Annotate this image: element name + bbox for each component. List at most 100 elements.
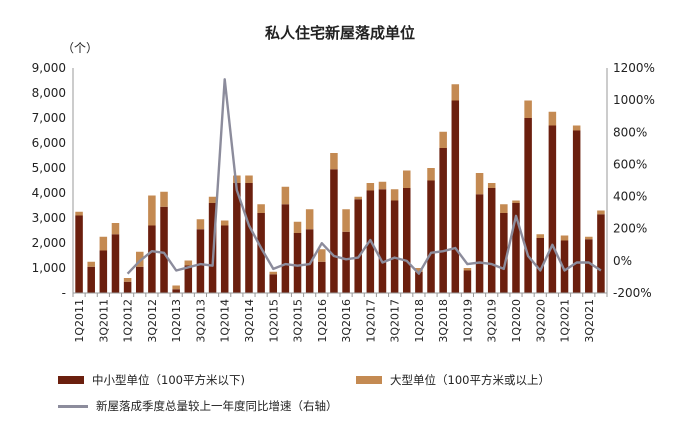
bar-small-4Q2019: [500, 213, 508, 293]
x-tick-label: 1Q2020: [510, 299, 523, 343]
growth-line: [126, 78, 602, 275]
y2-tick-label: 400%: [613, 190, 647, 204]
bar-large-4Q2013: [208, 196, 217, 203]
x-tick-label: 3Q2014: [243, 299, 256, 343]
bar-large-4Q2016: [354, 196, 362, 200]
bar-small-3Q2018: [439, 148, 447, 293]
bar-large-3Q2014: [245, 175, 253, 183]
bar-small-3Q2014: [245, 183, 253, 293]
bar-small-3Q2020: [536, 238, 545, 293]
bar-large-3Q2013: [196, 219, 205, 230]
bar-large-4Q2012: [160, 191, 168, 207]
bar-small-1Q2015: [269, 274, 278, 293]
y2-tick-label: 200%: [613, 222, 647, 236]
bar-large-2Q2014: [233, 175, 241, 183]
bar-large-3Q2016: [342, 209, 350, 232]
bar-small-2Q2017: [378, 189, 387, 293]
bar-large-4Q2021: [597, 210, 605, 215]
bar-large-2Q2013: [184, 260, 193, 266]
bar-small-4Q2014: [257, 213, 265, 293]
bar-small-4Q2011: [111, 234, 120, 293]
bar-large-3Q2021: [585, 236, 593, 240]
bar-large-4Q2014: [257, 204, 265, 213]
y2-tick-label: 0%: [613, 254, 632, 268]
bar-large-1Q2017: [366, 183, 375, 191]
y-tick-label: 3,000: [32, 211, 66, 225]
y-tick-label: 9,000: [32, 61, 66, 75]
x-tick-label: 1Q2015: [267, 299, 280, 343]
x-tick-label: 3Q2013: [194, 299, 207, 343]
bar-small-3Q2012: [148, 225, 156, 293]
y2-tick-labels: -200% 0% 200% 400% 600% 800% 1000% 1200%: [613, 61, 655, 300]
legend-swatch-line: [58, 404, 88, 408]
bar-large-2Q2017: [378, 181, 387, 190]
bar-small-1Q2016: [318, 261, 326, 293]
bar-small-2Q2021: [572, 130, 581, 293]
bar-small-2Q2016: [330, 169, 338, 293]
bar-small-3Q2015: [293, 233, 302, 293]
x-tick-label: 3Q2015: [292, 299, 305, 343]
y-tick-label: 4,000: [32, 186, 66, 200]
bar-small-2Q2018: [427, 180, 435, 293]
y-tick-label: -: [62, 286, 66, 300]
bar-large-4Q2019: [500, 204, 508, 213]
y2-tick-label: 1200%: [613, 61, 655, 75]
bar-large-3Q2018: [439, 131, 447, 148]
y2-tick-label: 800%: [613, 125, 647, 139]
x-tick-label: 1Q2016: [316, 299, 329, 343]
x-tick-label: 1Q2012: [122, 299, 135, 343]
bar-small-3Q2013: [196, 229, 205, 293]
legend-small-units: 中小型单位（100平方米以下): [58, 372, 245, 388]
bar-small-2Q2020: [524, 118, 532, 293]
x-tick-label: 3Q2012: [146, 299, 159, 343]
x-tick-label: 1Q2019: [461, 299, 474, 343]
x-tick-label: 3Q2020: [534, 299, 547, 343]
bar-small-1Q2011: [75, 215, 83, 293]
bar-small-2Q2013: [184, 265, 193, 293]
bar-small-1Q2019: [463, 270, 472, 293]
x-tick-label: 1Q2014: [219, 299, 232, 343]
bar-large-4Q2011: [111, 223, 120, 235]
bar-large-1Q2021: [560, 235, 569, 241]
legend-swatch-small: [58, 376, 84, 384]
x-tick-label: 3Q2011: [97, 299, 110, 343]
bar-small-4Q2012: [160, 206, 168, 293]
y-tick-label: 7,000: [32, 111, 66, 125]
x-tick-label: 1Q2017: [364, 299, 377, 343]
legend-label-large: 大型单位（100平方米或以上）: [390, 373, 550, 387]
bar-small-2Q2014: [233, 183, 241, 293]
bar-small-1Q2020: [512, 203, 520, 293]
bar-large-4Q2020: [548, 111, 557, 126]
bar-small-2Q2012: [135, 266, 144, 293]
bar-large-2Q2015: [281, 186, 290, 205]
y-tick-label: 2,000: [32, 236, 66, 250]
x-tick-label: 3Q2019: [486, 299, 499, 343]
x-tick-label: 3Q2021: [583, 299, 596, 343]
bar-small-3Q2019: [487, 188, 496, 293]
bar-small-4Q2017: [402, 188, 411, 293]
x-tick-label: 1Q2013: [170, 299, 183, 343]
y-tick-label: 1,000: [32, 261, 66, 275]
bar-small-1Q2021: [560, 240, 569, 293]
y-tick-label: 5,000: [32, 161, 66, 175]
x-tick-label: 1Q2018: [413, 299, 426, 343]
x-tick-label: 1Q2021: [559, 299, 572, 343]
y-tick-label: 6,000: [32, 136, 66, 150]
y-axis-unit: （个）: [62, 41, 98, 55]
bar-small-2Q2011: [87, 266, 95, 293]
x-tick-labels: 1Q2011 3Q2011 1Q2012 3Q2012 1Q2013 3Q2013 1Q20…: [73, 299, 596, 343]
bar-small-3Q2011: [99, 250, 108, 293]
bar-large-3Q2019: [487, 183, 496, 188]
bar-large-1Q2012: [123, 278, 132, 282]
bar-large-2Q2011: [87, 261, 95, 267]
bar-large-1Q2014: [220, 220, 229, 226]
bar-small-1Q2012: [123, 281, 132, 293]
y2-tick-label: 1000%: [613, 93, 655, 107]
bar-large-3Q2015: [293, 221, 302, 233]
bars-layer: [75, 84, 605, 293]
bar-large-1Q2016: [318, 249, 326, 262]
bar-small-3Q2016: [342, 231, 350, 293]
bar-large-2Q2012: [135, 251, 144, 267]
bar-small-4Q2021: [597, 214, 605, 293]
